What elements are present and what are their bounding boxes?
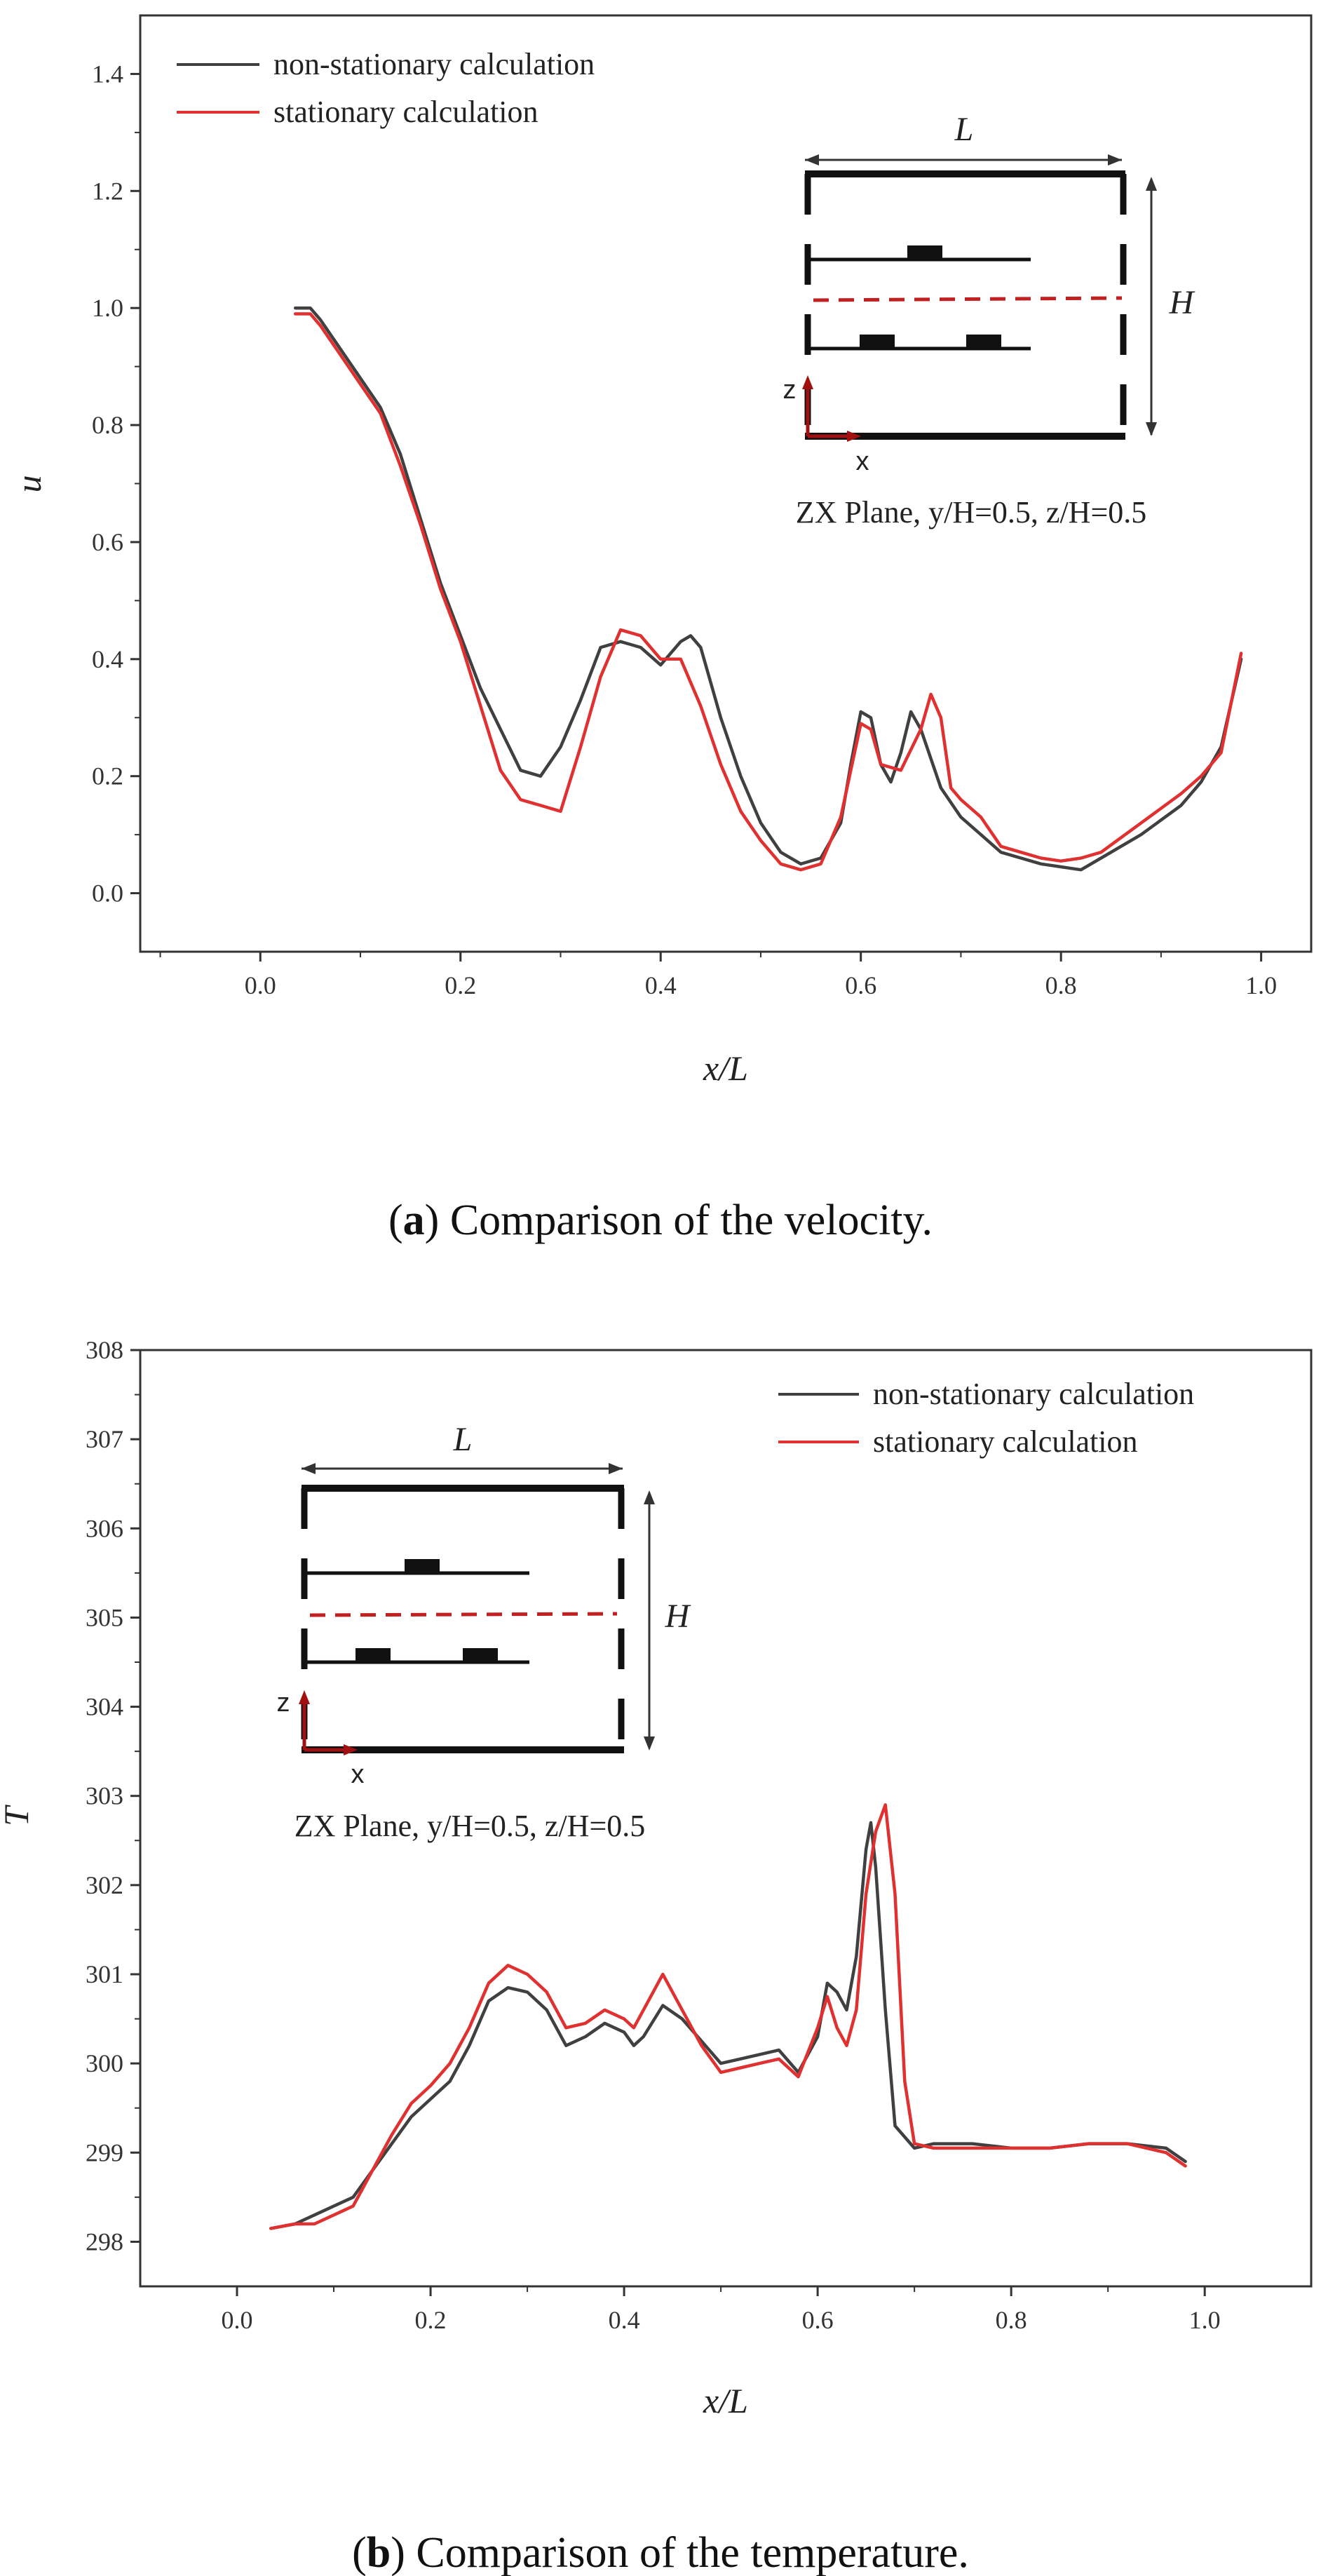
x-tick-label: 0.0 — [245, 971, 276, 999]
inset-a-heat-source — [966, 335, 1001, 349]
y-tick-label: 302 — [86, 1871, 123, 1899]
inset-b-x-label: x — [351, 1760, 365, 1789]
series-line-b-stationary — [269, 1803, 1187, 2230]
inset-a-heat-source — [907, 245, 942, 259]
inset-b-z-label: z — [277, 1688, 290, 1718]
x-tick-label: 0.2 — [445, 971, 476, 999]
y-tick-label: 301 — [86, 1960, 123, 1988]
chart-b-ylabel: T — [0, 1805, 36, 1826]
series-line-a-stationary — [293, 312, 1243, 872]
legend-b-label-stationary: stationary calculation — [873, 1424, 1138, 1459]
y-tick-label: 307 — [86, 1425, 123, 1453]
x-tick-label: 0.4 — [609, 2306, 640, 2334]
inset-a-arrow-head — [1108, 154, 1122, 166]
x-tick-label: 0.6 — [845, 971, 876, 999]
y-tick-label: 0.6 — [92, 528, 123, 556]
chart-b-series — [269, 1803, 1187, 2230]
legend-a-label-stationary: stationary calculation — [273, 95, 538, 129]
y-tick-label: 306 — [86, 1514, 123, 1542]
chart-a-inset: L H z x ZX Plane, y/H=0.5, z/H=0.5 — [783, 111, 1195, 530]
chart-b: 0.0 0.2 0.4 0.6 0.8 1.0 298 299 300 301 302 303 304… — [0, 1336, 1313, 2576]
inset-a-height-label: H — [1169, 284, 1195, 321]
x-tick-label: 0.4 — [645, 971, 677, 999]
y-tick-label: 298 — [86, 2227, 123, 2255]
y-tick-label: 0.8 — [92, 411, 123, 439]
inset-a-plane-label: ZX Plane, y/H=0.5, z/H=0.5 — [796, 495, 1147, 530]
chart-a-y-ticks: 0.0 0.2 0.4 0.6 0.8 1.0 1.2 1.4 — [92, 60, 140, 908]
inset-b-heat-source — [463, 1648, 498, 1662]
chart-a-xlabel: x/L — [703, 1048, 748, 1088]
y-tick-label: 300 — [86, 2049, 123, 2077]
inset-a-length-label: L — [954, 111, 974, 148]
chart-b-inset: L H z x ZX Plane, y/H=0.5, z/H=0.5 — [277, 1421, 691, 1843]
y-tick-label: 304 — [86, 1693, 123, 1721]
inset-b-height-label: H — [665, 1598, 691, 1635]
y-tick-label: 0.2 — [92, 762, 123, 790]
chart-a: 0.0 0.2 0.4 0.6 0.8 1.0 0.0 0.2 0.4 0.6 0.8 1.0 1.2… — [9, 14, 1313, 1244]
inset-a-z-label: z — [783, 375, 797, 405]
inset-a-arrow-head — [802, 375, 813, 389]
inset-b-midplane — [309, 1612, 618, 1617]
y-tick-label: 303 — [86, 1782, 123, 1810]
y-tick-label: 308 — [86, 1336, 123, 1364]
y-tick-label: 299 — [86, 2138, 123, 2166]
series-line-a-non-stationary — [293, 306, 1243, 872]
caption-b-text: Comparison of the temperature. — [416, 2529, 969, 2576]
x-tick-label: 0.2 — [415, 2306, 447, 2334]
inset-a-arrow-head — [805, 154, 819, 166]
inset-b-arrow-head — [644, 1490, 655, 1504]
y-tick-label: 1.0 — [92, 294, 123, 322]
y-tick-label: 305 — [86, 1603, 123, 1631]
caption-b-letter: b — [367, 2529, 391, 2576]
chart-b-y-ticks: 298 299 300 301 302 303 304 305 306 307 308 — [86, 1336, 140, 2255]
inset-b-arrow-head — [644, 1737, 655, 1751]
inset-b-length-label: L — [453, 1421, 473, 1458]
x-tick-label: 1.0 — [1245, 971, 1277, 999]
inset-b-heat-source — [405, 1559, 440, 1573]
chart-b-frame — [139, 1349, 1313, 2288]
caption-a: (a) Comparison of the velocity. — [388, 1196, 933, 1244]
inset-a-midplane — [813, 296, 1123, 302]
chart-a-x-ticks: 0.0 0.2 0.4 0.6 0.8 1.0 — [159, 952, 1277, 999]
chart-b-xlabel: x/L — [703, 2381, 748, 2420]
legend-a-label-non-stationary: non-stationary calculation — [273, 47, 595, 81]
inset-a-arrow-head — [1146, 177, 1157, 191]
caption-a-text: Comparison of the velocity. — [450, 1196, 933, 1244]
y-tick-label: 0.0 — [92, 879, 123, 908]
inset-a-arrow-head — [1146, 422, 1157, 436]
inset-a-heat-source — [860, 335, 895, 349]
inset-a-x-label: x — [856, 447, 869, 476]
series-line-b-non-stationary — [269, 1821, 1187, 2230]
x-tick-label: 0.8 — [1045, 971, 1077, 999]
y-tick-label: 1.2 — [92, 177, 123, 205]
inset-b-plane-label: ZX Plane, y/H=0.5, z/H=0.5 — [294, 1809, 646, 1843]
x-tick-label: 0.0 — [222, 2306, 253, 2334]
chart-a-frame — [139, 14, 1313, 953]
inset-b-arrow-head — [299, 1690, 310, 1704]
caption-b: (b) Comparison of the temperature. — [352, 2529, 969, 2576]
x-tick-label: 0.6 — [802, 2306, 834, 2334]
legend-b-label-non-stationary: non-stationary calculation — [873, 1377, 1194, 1411]
inset-b-arrow-head — [302, 1463, 316, 1474]
chart-b-x-ticks: 0.0 0.2 0.4 0.6 0.8 1.0 — [222, 2286, 1221, 2334]
chart-a-legend: non-stationary calculation stationary ca… — [177, 47, 595, 129]
chart-a-ylabel: u — [9, 476, 48, 493]
caption-a-letter: a — [403, 1196, 425, 1244]
x-tick-label: 0.8 — [996, 2306, 1027, 2334]
chart-b-legend: non-stationary calculation stationary ca… — [778, 1377, 1194, 1459]
inset-b-arrow-head — [609, 1463, 623, 1474]
chart-a-series — [293, 306, 1243, 872]
y-tick-label: 1.4 — [92, 60, 123, 88]
x-tick-label: 1.0 — [1189, 2306, 1221, 2334]
inset-a-arrow-head — [847, 431, 861, 442]
y-tick-label: 0.4 — [92, 645, 123, 673]
inset-b-arrow-head — [344, 1744, 358, 1755]
inset-b-heat-source — [355, 1648, 391, 1662]
